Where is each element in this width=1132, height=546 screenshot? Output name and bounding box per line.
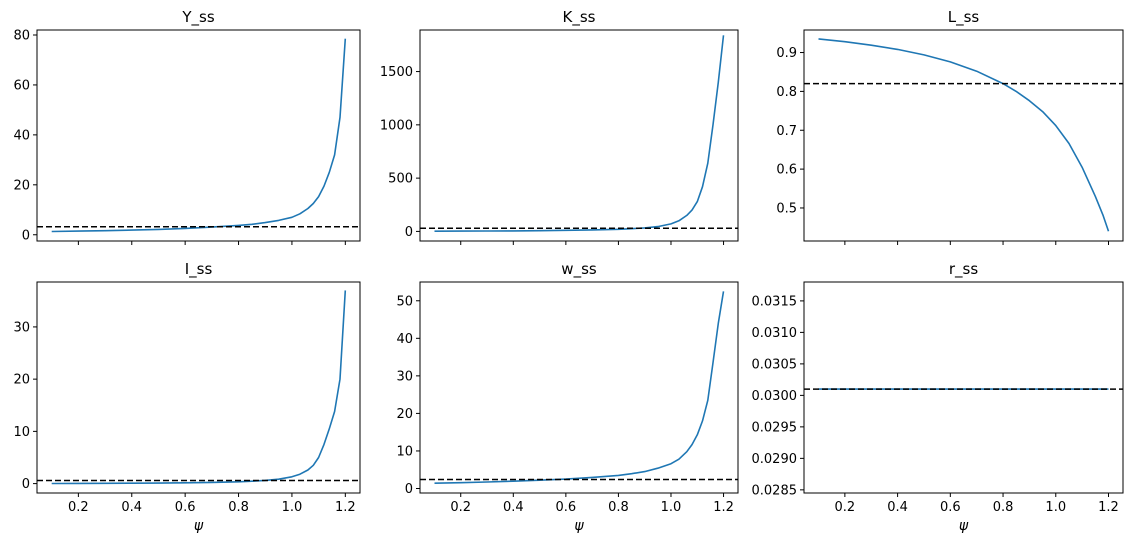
x-tick-label: 0.2	[68, 500, 89, 515]
x-tick-label: 0.8	[228, 500, 249, 515]
x-tick-label: 0.8	[993, 500, 1014, 515]
y-tick-label: 10	[396, 444, 413, 459]
x-tick-label: 0.6	[175, 500, 196, 515]
x-tick-label: 0.2	[450, 500, 471, 515]
y-tick-label: 50	[396, 294, 413, 309]
axes-frame	[419, 281, 739, 494]
y-tick-label: 20	[396, 407, 413, 422]
x-tick-label: 0.4	[503, 500, 524, 515]
y-tick-label: 0	[405, 482, 413, 497]
series-line	[51, 290, 347, 485]
axes-frame	[803, 281, 1124, 494]
x-axis-label: ψ	[194, 518, 204, 534]
subplot-title: I_ss	[185, 260, 213, 279]
series-line	[434, 291, 725, 484]
y-tick-label: 0.6	[776, 163, 797, 178]
y-tick-label: 0.0310	[752, 326, 798, 341]
x-tick-label: 0.6	[940, 500, 961, 515]
subplot-title: K_ss	[563, 8, 596, 27]
subplot-y-ss: Y_ss 0 20 40 60 80	[13, 8, 361, 245]
x-tick-label: 1.2	[713, 500, 734, 515]
y-tick-label: 0.9	[776, 46, 797, 61]
series-line	[818, 38, 1110, 232]
series-line	[434, 35, 725, 232]
axes-frame	[803, 29, 1124, 242]
x-tick-label: 0.4	[121, 500, 142, 515]
subplot-r-ss: r_ss 0.0285 0.0290 0.0295 0.0300 0.0305 0.0310…	[752, 260, 1124, 534]
y-tick-label: 20	[13, 178, 30, 193]
y-tick-label: 0.0295	[752, 420, 798, 435]
y-tick-label: 30	[13, 320, 30, 335]
subplot-l-ss: L_ss 0.5 0.6 0.7 0.8 0.9	[776, 8, 1124, 245]
x-tick-label: 1.2	[335, 500, 356, 515]
y-tick-label: 60	[13, 78, 30, 93]
y-tick-label: 30	[396, 369, 413, 384]
y-tick-label: 0.0315	[752, 294, 798, 309]
y-tick-label: 0	[22, 477, 30, 492]
y-tick-label: 0	[22, 228, 30, 243]
axes-frame	[419, 29, 739, 242]
subplot-title: r_ss	[949, 260, 978, 279]
subplot-title: w_ss	[561, 260, 597, 279]
x-tick-label: 0.2	[835, 500, 856, 515]
y-tick-label: 1000	[380, 118, 413, 133]
y-tick-label: 0.5	[776, 201, 797, 216]
subplot-title: Y_ss	[181, 8, 214, 27]
y-tick-label: 0.0285	[752, 483, 798, 498]
x-tick-label: 1.0	[661, 500, 682, 515]
subplot-k-ss: K_ss 0 500 1000 1500	[380, 8, 739, 245]
y-tick-label: 0.0290	[752, 452, 798, 467]
y-tick-label: 1500	[380, 65, 413, 80]
y-tick-label: 20	[13, 373, 30, 388]
axes-frame	[36, 281, 361, 494]
series-line	[51, 38, 347, 233]
y-tick-label: 40	[13, 128, 30, 143]
x-tick-label: 0.8	[608, 500, 629, 515]
y-tick-label: 0.8	[776, 85, 797, 100]
y-tick-label: 0.0300	[752, 389, 798, 404]
x-tick-label: 0.6	[556, 500, 577, 515]
subplot-title: L_ss	[948, 8, 980, 27]
x-tick-label: 0.4	[887, 500, 908, 515]
x-tick-label: 1.0	[282, 500, 303, 515]
y-tick-label: 40	[396, 332, 413, 347]
y-tick-label: 0.0305	[752, 357, 798, 372]
y-tick-label: 0	[405, 225, 413, 240]
subplot-w-ss: w_ss 0 10 20 30 40 50 0.2 0.4 0.6 0.8 1.0 1.2 ψ	[396, 260, 739, 534]
axes-frame	[36, 29, 361, 242]
x-axis-label: ψ	[959, 518, 969, 534]
y-tick-label: 80	[13, 28, 30, 43]
x-axis-label: ψ	[574, 518, 584, 534]
subplot-i-ss: I_ss 0 10 20 30 0.2 0.4 0.6 0.8 1.0 1.2 ψ	[13, 260, 361, 534]
y-tick-label: 0.7	[776, 124, 797, 139]
x-tick-label: 1.0	[1045, 500, 1066, 515]
y-tick-label: 500	[388, 172, 413, 187]
x-tick-label: 1.2	[1098, 500, 1119, 515]
y-tick-label: 10	[13, 425, 30, 440]
